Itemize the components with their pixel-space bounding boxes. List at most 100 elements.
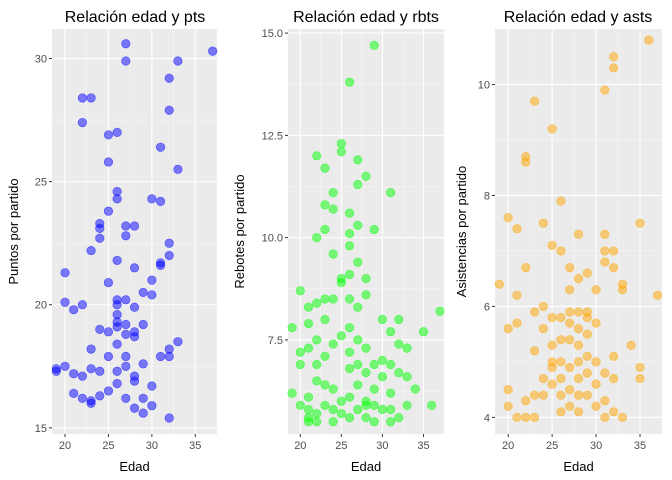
data-point [386,417,396,427]
data-point [112,309,122,320]
data-point [103,206,114,216]
data-point [95,324,105,334]
data-point [565,401,575,411]
x-tick-label: 35 [417,440,429,452]
data-point [394,314,404,325]
data-point [138,408,148,418]
data-point [353,302,363,312]
data-point [556,312,566,323]
data-point [521,412,531,422]
data-point [328,204,338,214]
data-point [353,380,363,390]
data-point [77,393,87,403]
data-point [565,318,575,328]
data-point [336,408,346,419]
data-point [344,363,355,374]
data-point [129,327,140,337]
data-point [609,63,619,73]
data-point [386,327,396,337]
data-point [69,369,79,379]
y-tick-label: 6 [484,301,490,313]
data-point [344,294,355,304]
data-point [121,329,131,339]
y-tick-label: 15.0 [262,28,283,40]
data-point [112,339,122,349]
y-tick-label: 25 [35,177,47,189]
data-point [547,340,557,350]
data-point [361,290,371,300]
data-point [69,305,79,315]
data-point [344,347,355,357]
data-point [573,390,584,400]
x-tick-label: 35 [189,440,201,452]
data-point [600,85,610,95]
data-point [361,413,371,423]
data-point [303,343,314,353]
y-tick-label: 12.5 [262,130,283,142]
data-point [129,376,140,386]
data-point [336,396,346,406]
data-point [626,340,636,350]
data-point [591,357,601,367]
x-axis-label: Edad [351,459,381,474]
data-point [312,151,322,161]
x-tick-label: 25 [102,440,114,452]
data-point [565,385,575,395]
data-point [208,46,218,56]
data-point [344,208,355,218]
data-point [303,318,314,329]
data-point [573,340,584,350]
data-point [112,127,122,138]
data-point [565,335,575,345]
data-point [103,157,114,167]
data-point [77,117,87,128]
x-tick-label: 30 [146,440,158,452]
data-point [418,327,429,337]
data-point [547,379,557,389]
data-point [295,400,305,410]
data-point [129,403,140,413]
data-point [573,274,584,284]
data-point [129,302,140,312]
data-point [336,138,346,149]
data-point [386,359,396,370]
data-point [386,404,396,415]
data-point [103,130,114,140]
data-point [344,323,355,333]
data-point [95,366,105,376]
data-point [394,413,404,423]
data-point [320,314,330,325]
data-point [565,307,575,317]
data-point [112,378,122,389]
data-point [435,306,445,316]
data-point [353,404,363,415]
data-point [547,240,557,250]
data-point [60,361,70,371]
data-point [565,362,575,373]
data-point [394,339,404,349]
data-point [295,286,305,296]
data-point [147,194,157,204]
data-point [77,300,87,310]
data-point [565,285,575,295]
data-point [328,294,338,304]
data-point [147,381,157,391]
data-point [635,362,645,373]
data-point [600,368,610,378]
data-point [344,241,355,251]
data-point [60,297,70,307]
data-point [287,323,297,333]
data-point [303,404,314,415]
data-point [344,392,355,402]
data-point [547,357,557,367]
y-tick-label: 10 [478,79,490,91]
data-point [582,368,592,378]
data-point [320,351,330,361]
data-point [328,404,338,415]
data-point [512,412,522,422]
data-point [556,373,566,384]
data-point [573,307,584,317]
data-point [503,213,513,223]
data-point [312,376,322,386]
data-point [538,373,548,384]
